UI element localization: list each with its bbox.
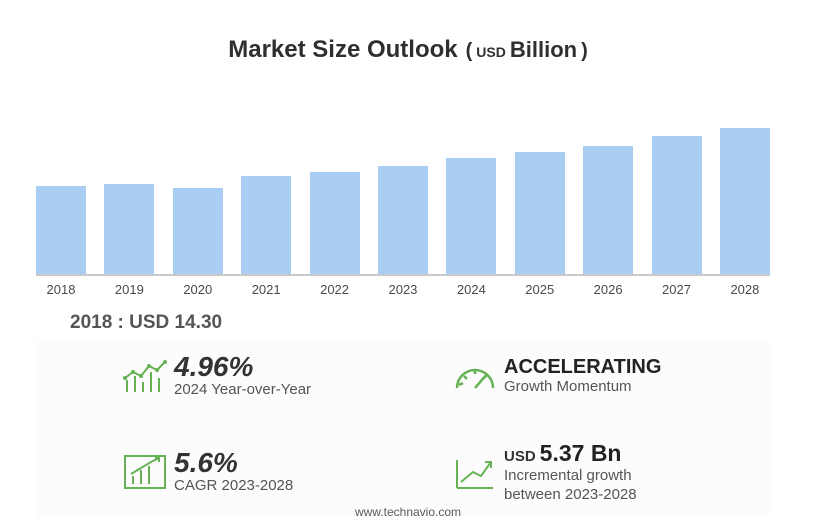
x-axis-label: 2022	[310, 282, 360, 297]
metric-incremental: USD5.37 Bn Incremental growth between 20…	[446, 432, 766, 512]
bar	[104, 184, 154, 274]
bar	[515, 152, 565, 274]
footer-source: www.technavio.com	[0, 505, 816, 519]
title-open-paren: (	[466, 40, 473, 62]
bar-line-chart-icon	[116, 354, 174, 398]
metric-yoy-value: 4.96%	[174, 352, 311, 381]
bar	[720, 128, 770, 274]
x-axis-label: 2027	[652, 282, 702, 297]
bar	[583, 146, 633, 274]
growth-box-icon	[116, 450, 174, 494]
metric-momentum-value: ACCELERATING	[504, 356, 661, 378]
x-axis-label: 2028	[720, 282, 770, 297]
bar	[378, 166, 428, 274]
metric-cagr-value: 5.6%	[174, 448, 293, 477]
title-close-paren: )	[581, 40, 588, 62]
x-axis-label: 2025	[515, 282, 565, 297]
metric-incremental-prefix: USD	[504, 448, 536, 465]
title-currency: USD	[476, 44, 506, 60]
x-axis-label: 2021	[241, 282, 291, 297]
metric-incremental-label-2: between 2023-2028	[504, 486, 637, 505]
chart-title: Market Size Outlook ( USD Billion )	[0, 36, 816, 64]
metric-incremental-value-line: USD5.37 Bn	[504, 440, 637, 467]
x-axis-label: 2019	[104, 282, 154, 297]
x-axis-label: 2026	[583, 282, 633, 297]
title-unit: Billion	[510, 37, 577, 62]
bar-chart	[36, 108, 770, 276]
metric-momentum-label: Growth Momentum	[504, 378, 661, 397]
metric-cagr-label: CAGR 2023-2028	[174, 477, 293, 496]
baseline-value-text: 2018 : USD 14.30	[70, 312, 222, 334]
bar	[310, 172, 360, 274]
x-axis-label: 2023	[378, 282, 428, 297]
bar	[446, 158, 496, 274]
metric-yoy: 4.96% 2024 Year-over-Year	[116, 348, 416, 404]
bar-series	[36, 108, 770, 274]
gauge-icon	[446, 354, 504, 398]
metric-cagr: 5.6% CAGR 2023-2028	[116, 440, 416, 504]
bar	[173, 188, 223, 274]
arrow-up-right-icon	[446, 450, 504, 494]
bar	[36, 186, 86, 274]
x-axis-label: 2024	[446, 282, 496, 297]
title-main: Market Size Outlook	[228, 36, 457, 63]
metric-incremental-value: 5.37 Bn	[540, 440, 622, 466]
x-axis-label: 2020	[173, 282, 223, 297]
bar	[241, 176, 291, 274]
x-axis-labels: 2018 2019 2020 2021 2022 2023 2024 2025 2026 2027…	[36, 282, 770, 297]
metrics-panel: 4.96% 2024 Year-over-Year ACCELERATING G…	[36, 340, 770, 515]
metric-momentum: ACCELERATING Growth Momentum	[446, 348, 756, 404]
x-axis-line	[36, 274, 770, 276]
metric-incremental-label-1: Incremental growth	[504, 467, 637, 486]
metric-yoy-label: 2024 Year-over-Year	[174, 381, 311, 400]
bar	[652, 136, 702, 274]
x-axis-label: 2018	[36, 282, 86, 297]
